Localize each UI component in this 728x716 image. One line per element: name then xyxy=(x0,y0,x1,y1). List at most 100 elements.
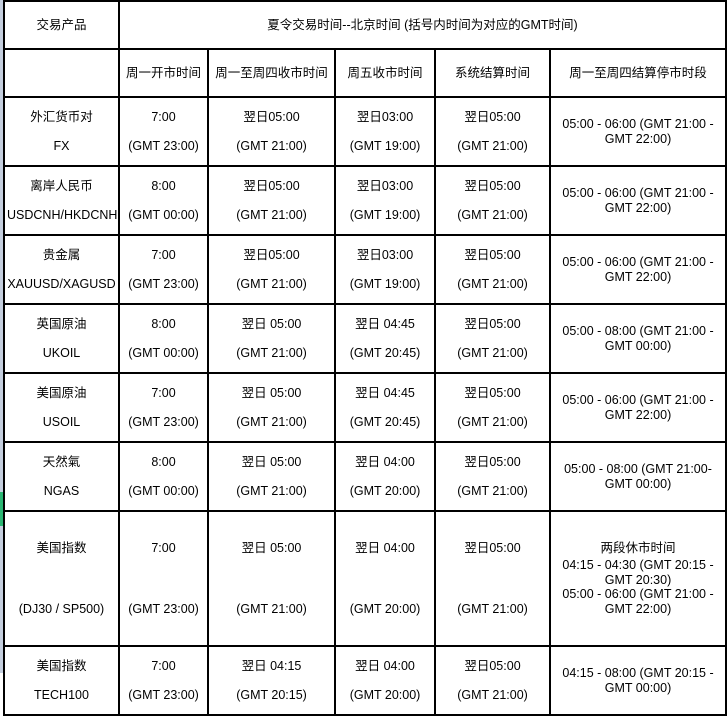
friday-close-gmt: (GMT 20:00) xyxy=(349,687,421,702)
mon-thu-close-time: 翌日 05:00 xyxy=(241,541,302,556)
product-name-cn: 美国指数 xyxy=(36,541,87,556)
mon-thu-close-gmt: (GMT 20:15) xyxy=(236,687,307,702)
monday-open-time: 8:00 xyxy=(151,317,176,332)
product-name-cn: 外汇货币对 xyxy=(30,110,93,125)
settlement-time: 翌日05:00 xyxy=(464,317,521,332)
settlement-halt-cell: 05:00 - 08:00 (GMT 21:00 - GMT 00:00) xyxy=(550,304,727,374)
header-settlement-halt: 周一至周四结算停市时段 xyxy=(550,49,727,98)
halt-period: 05:00 - 06:00 (GMT 21:00 - GMT 22:00) xyxy=(562,393,714,422)
halt-period: 05:00 - 08:00 (GMT 21:00 - GMT 00:00) xyxy=(562,324,714,353)
settlement-gmt: (GMT 21:00) xyxy=(457,207,528,222)
table-row: 美国原油 USOIL 7:00 (GMT 23:00) 翌日 05:00 (GM… xyxy=(4,373,727,443)
product-cell: 天然氣 NGAS xyxy=(4,442,120,512)
settlement-time: 翌日05:00 xyxy=(464,179,521,194)
product-code: FX xyxy=(53,138,70,153)
settlement-halt-cell: 05:00 - 06:00 (GMT 21:00 - GMT 22:00) xyxy=(550,166,727,236)
settlement-halt-cell: 05:00 - 06:00 (GMT 21:00 - GMT 22:00) xyxy=(550,97,727,167)
friday-close-time: 翌日 04:00 xyxy=(355,659,415,674)
monday-open-time: 7:00 xyxy=(151,110,176,125)
settlement-gmt: (GMT 21:00) xyxy=(457,138,528,153)
monday-open-time: 8:00 xyxy=(151,455,176,470)
monday-open-time: 7:00 xyxy=(151,386,176,401)
halt-period: 04:15 - 08:00 (GMT 20:15 - GMT 00:00) xyxy=(562,666,714,695)
monday-open-gmt: (GMT 23:00) xyxy=(128,601,199,616)
mon-thu-close-cell: 翌日 04:15 (GMT 20:15) xyxy=(208,646,336,716)
settlement-cell: 翌日05:00 (GMT 21:00) xyxy=(435,304,551,374)
mon-thu-close-time: 翌日 04:15 xyxy=(241,659,302,674)
mon-thu-close-time: 翌日 05:00 xyxy=(241,317,302,332)
product-cell: 美国原油 USOIL xyxy=(4,373,120,443)
mon-thu-close-time: 翌日05:00 xyxy=(243,179,300,194)
friday-close-time: 翌日 04:45 xyxy=(355,386,415,401)
mon-thu-close-gmt: (GMT 21:00) xyxy=(236,345,307,360)
product-code: UKOIL xyxy=(42,345,81,360)
monday-open-gmt: (GMT 00:00) xyxy=(128,345,199,360)
mon-thu-close-gmt: (GMT 21:00) xyxy=(236,138,307,153)
header-blank xyxy=(4,49,120,98)
monday-open-cell: 8:00 (GMT 00:00) xyxy=(119,304,209,374)
settlement-cell: 翌日05:00 (GMT 21:00) xyxy=(435,97,551,167)
rail-accent-mark xyxy=(0,492,3,526)
mon-thu-close-cell: 翌日 05:00 (GMT 21:00) xyxy=(208,304,336,374)
settlement-cell: 翌日05:00 (GMT 21:00) xyxy=(435,373,551,443)
friday-close-cell: 翌日03:00 (GMT 19:00) xyxy=(335,166,436,236)
column-header-row: 周一开市时间 周一至周四收市时间 周五收市时间 系统结算时间 周一至周四结算停市… xyxy=(4,49,727,98)
mon-thu-close-gmt: (GMT 21:00) xyxy=(236,414,307,429)
friday-close-gmt: (GMT 20:00) xyxy=(349,601,421,616)
monday-open-cell: 8:00 (GMT 00:00) xyxy=(119,442,209,512)
table-row: 贵金属 XAUUSD/XAGUSD 7:00 (GMT 23:00) 翌日05:… xyxy=(4,235,727,305)
product-cell: 英国原油 UKOIL xyxy=(4,304,120,374)
product-cell: 美国指数 TECH100 xyxy=(4,646,120,716)
product-column-header: 交易产品 xyxy=(4,1,120,50)
halt-period-2: 05:00 - 06:00 (GMT 21:00 - GMT 22:00) xyxy=(562,587,714,616)
header-monday-open: 周一开市时间 xyxy=(119,49,209,98)
settlement-time: 翌日05:00 xyxy=(464,386,521,401)
mon-thu-close-gmt: (GMT 21:00) xyxy=(236,601,307,616)
settlement-gmt: (GMT 21:00) xyxy=(457,276,528,291)
monday-open-cell: 7:00 (GMT 23:00) xyxy=(119,511,209,647)
product-name-cn: 英国原油 xyxy=(36,317,87,332)
friday-close-gmt: (GMT 19:00) xyxy=(349,138,421,153)
monday-open-cell: 8:00 (GMT 00:00) xyxy=(119,166,209,236)
monday-open-cell: 7:00 (GMT 23:00) xyxy=(119,97,209,167)
settlement-halt-cell: 05:00 - 08:00 (GMT 21:00- GMT 00:00) xyxy=(550,442,727,512)
settlement-time: 翌日05:00 xyxy=(464,110,521,125)
table-row: 离岸人民币 USDCNH/HKDCNH 8:00 (GMT 00:00) 翌日0… xyxy=(4,166,727,236)
product-name-cn: 美国原油 xyxy=(36,386,87,401)
friday-close-gmt: (GMT 20:00) xyxy=(349,483,421,498)
mon-thu-close-time: 翌日05:00 xyxy=(243,110,300,125)
summer-schedule-title: 夏令交易时间--北京时间 (括号内时间为对应的GMT时间) xyxy=(119,1,727,50)
settlement-gmt: (GMT 21:00) xyxy=(457,687,528,702)
settlement-cell: 翌日05:00 (GMT 21:00) xyxy=(435,511,551,647)
product-code: XAUUSD/XAGUSD xyxy=(7,276,116,291)
monday-open-gmt: (GMT 00:00) xyxy=(128,207,199,222)
monday-open-gmt: (GMT 23:00) xyxy=(128,276,199,291)
settlement-halt-cell: 04:15 - 08:00 (GMT 20:15 - GMT 00:00) xyxy=(550,646,727,716)
settlement-halt-cell: 05:00 - 06:00 (GMT 21:00 - GMT 22:00) xyxy=(550,373,727,443)
friday-close-time: 翌日 04:00 xyxy=(355,455,415,470)
monday-open-cell: 7:00 (GMT 23:00) xyxy=(119,235,209,305)
friday-close-time: 翌日 04:45 xyxy=(355,317,415,332)
product-code: USOIL xyxy=(42,414,81,429)
settlement-cell: 翌日05:00 (GMT 21:00) xyxy=(435,646,551,716)
friday-close-cell: 翌日03:00 (GMT 19:00) xyxy=(335,235,436,305)
settlement-time: 翌日05:00 xyxy=(464,659,521,674)
settlement-cell: 翌日05:00 (GMT 21:00) xyxy=(435,166,551,236)
friday-close-gmt: (GMT 20:45) xyxy=(349,345,421,360)
product-name-cn: 天然氣 xyxy=(42,455,81,470)
halt-period-1: 04:15 - 04:30 (GMT 20:15 - GMT 20:30) xyxy=(562,558,714,587)
product-cell: 贵金属 XAUUSD/XAGUSD xyxy=(4,235,120,305)
mon-thu-close-gmt: (GMT 21:00) xyxy=(236,276,307,291)
monday-open-time: 8:00 xyxy=(151,179,176,194)
mon-thu-close-cell: 翌日 05:00 (GMT 21:00) xyxy=(208,511,336,647)
mon-thu-close-time: 翌日05:00 xyxy=(243,248,300,263)
mon-thu-close-time: 翌日 05:00 xyxy=(241,386,302,401)
mon-thu-close-cell: 翌日05:00 (GMT 21:00) xyxy=(208,166,336,236)
mon-thu-close-cell: 翌日 05:00 (GMT 21:00) xyxy=(208,373,336,443)
header-friday-close: 周五收市时间 xyxy=(335,49,436,98)
settlement-cell: 翌日05:00 (GMT 21:00) xyxy=(435,235,551,305)
monday-open-gmt: (GMT 23:00) xyxy=(128,138,199,153)
table-row: 外汇货币对 FX 7:00 (GMT 23:00) 翌日05:00 (GMT 2… xyxy=(4,97,727,167)
friday-close-gmt: (GMT 20:45) xyxy=(349,414,421,429)
product-name-cn: 贵金属 xyxy=(42,248,81,263)
